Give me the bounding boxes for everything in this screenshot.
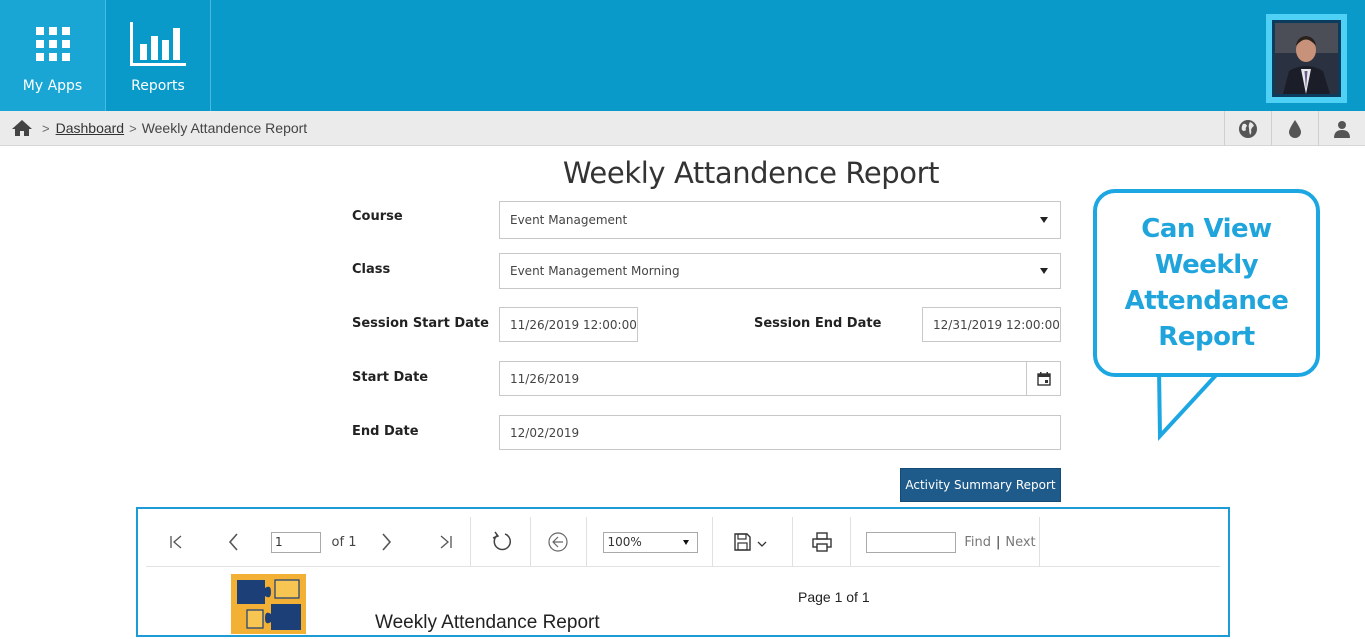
last-page-icon[interactable] [430,517,462,567]
home-icon[interactable] [11,118,33,138]
user-icon[interactable] [1318,111,1365,146]
chevron-down-icon [1040,217,1048,223]
page-count-wrap: of 1 [326,517,362,567]
toolbar-divider [586,517,587,567]
session-end-label: Session End Date [754,316,882,331]
refresh-icon[interactable] [486,517,518,567]
zoom-select[interactable]: 100% [602,531,698,553]
zoom-value: 100% [607,535,642,549]
start-date-field[interactable]: 11/26/2019 [499,361,1061,396]
first-page-icon[interactable] [160,517,192,567]
next-link[interactable]: Next [1005,534,1036,550]
class-select-value: Event Management Morning [510,264,680,278]
report-viewer-toolbar: 1 of 1 100% [146,517,1220,567]
reports-label: Reports [131,78,185,94]
bar-chart-icon [130,22,186,66]
report-logo [231,574,306,634]
find-separator: | [995,534,1001,550]
callout-text: Can View Weekly Attendance Report [1124,214,1289,352]
breadcrumb-current: Weekly Attandence Report [141,120,308,136]
session-end-value: 12/31/2019 12:00:00 AM [933,317,1060,332]
reports-tile[interactable]: Reports [106,0,211,111]
print-icon[interactable] [804,517,840,567]
save-icon[interactable] [726,517,776,567]
breadcrumb-separator: > [42,120,50,136]
top-bar: My Apps Reports [0,0,1365,111]
course-select-value: Event Management [510,213,628,227]
back-icon[interactable] [542,517,574,567]
activity-summary-report-button[interactable]: Activity Summary Report [900,468,1061,502]
class-select[interactable]: Event Management Morning [499,253,1061,289]
page-title: Weekly Attandence Report [562,156,940,190]
end-date-field[interactable]: 12/02/2019 [499,415,1061,450]
breadcrumb-separator: > [129,120,137,136]
avatar [1272,20,1341,97]
chevron-down-icon [1040,268,1048,274]
toolbar-divider [850,517,851,567]
page-count-label: of 1 [331,534,357,550]
globe-icon[interactable] [1224,111,1271,146]
start-date-label: Start Date [352,370,429,385]
find-wrap [864,517,958,567]
toolbar-divider [712,517,713,567]
avatar-frame[interactable] [1266,14,1347,103]
session-start-label: Session Start Date [352,316,489,331]
course-select[interactable]: Event Management [499,201,1061,239]
callout-bubble: Can View Weekly Attendance Report [1093,189,1320,377]
breadcrumb-toolbar [1224,111,1365,146]
my-apps-tile[interactable]: My Apps [0,0,106,111]
session-end-field[interactable]: 12/31/2019 12:00:00 AM [922,307,1061,342]
zoom-wrap: 100% [600,517,700,567]
report-page-info: Page 1 of 1 [798,589,870,605]
class-label: Class [352,262,391,277]
report-viewer: 1 of 1 100% [136,507,1230,637]
report-title: Weekly Attendance Report [375,612,600,633]
my-apps-label: My Apps [22,78,83,94]
toolbar-divider [792,517,793,567]
next-page-icon[interactable] [370,517,402,567]
grid-icon [35,22,70,66]
find-actions: Find | Next [958,517,1042,567]
end-date-value: 12/02/2019 [510,425,580,440]
breadcrumb: > Dashboard > Weekly Attandence Report [0,111,1365,146]
session-start-field[interactable]: 11/26/2019 12:00:00 AM [499,307,638,342]
prev-page-icon[interactable] [218,517,250,567]
toolbar-divider [470,517,471,567]
page-number-input[interactable]: 1 [271,531,321,553]
course-label: Course [352,209,403,224]
session-start-value: 11/26/2019 12:00:00 AM [510,317,637,332]
end-date-label: End Date [352,424,419,439]
callout-tail [1157,370,1220,442]
find-link[interactable]: Find [964,534,991,550]
breadcrumb-dashboard-link[interactable]: Dashboard [55,120,125,136]
toolbar-divider [1039,517,1040,567]
start-date-value: 11/26/2019 [510,371,580,386]
calendar-button[interactable] [1026,362,1060,395]
toolbar-divider [530,517,531,567]
chevron-down-icon [682,539,689,545]
calendar-icon [1036,371,1051,386]
find-input[interactable] [866,531,956,553]
page-number-wrap: 1 [270,517,322,567]
drop-icon[interactable] [1271,111,1318,146]
